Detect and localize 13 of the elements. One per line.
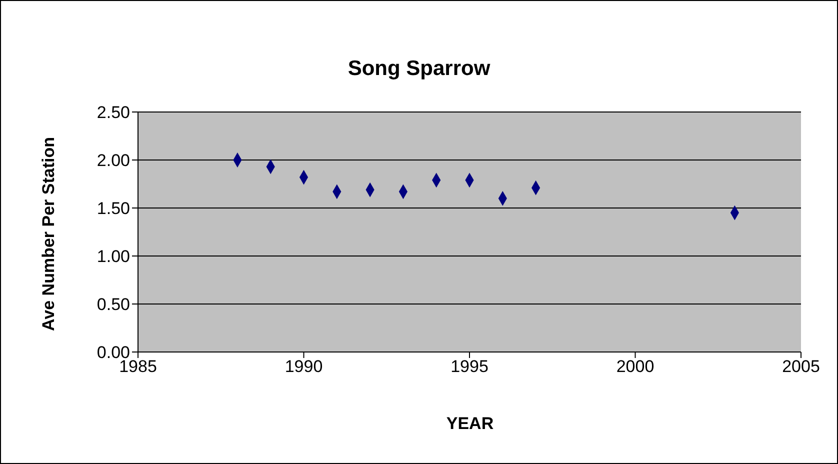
x-tick-label: 2005 bbox=[782, 357, 820, 376]
x-tick-label: 1985 bbox=[119, 357, 157, 376]
x-tick-label: 1990 bbox=[284, 357, 323, 376]
x-tick-label: 1995 bbox=[450, 357, 488, 376]
y-tick-label: 1.50 bbox=[96, 199, 130, 218]
x-axis-title: YEAR bbox=[445, 414, 495, 434]
y-tick-label: 2.00 bbox=[96, 151, 130, 170]
chart-title: Song Sparrow bbox=[346, 57, 492, 81]
y-axis-title: Ave Number Per Station bbox=[39, 137, 59, 331]
y-tick-label: 0.50 bbox=[96, 295, 130, 314]
y-tick-label: 1.00 bbox=[96, 247, 130, 266]
x-tick-label: 2000 bbox=[616, 357, 654, 376]
y-tick-label: 2.50 bbox=[96, 103, 130, 122]
